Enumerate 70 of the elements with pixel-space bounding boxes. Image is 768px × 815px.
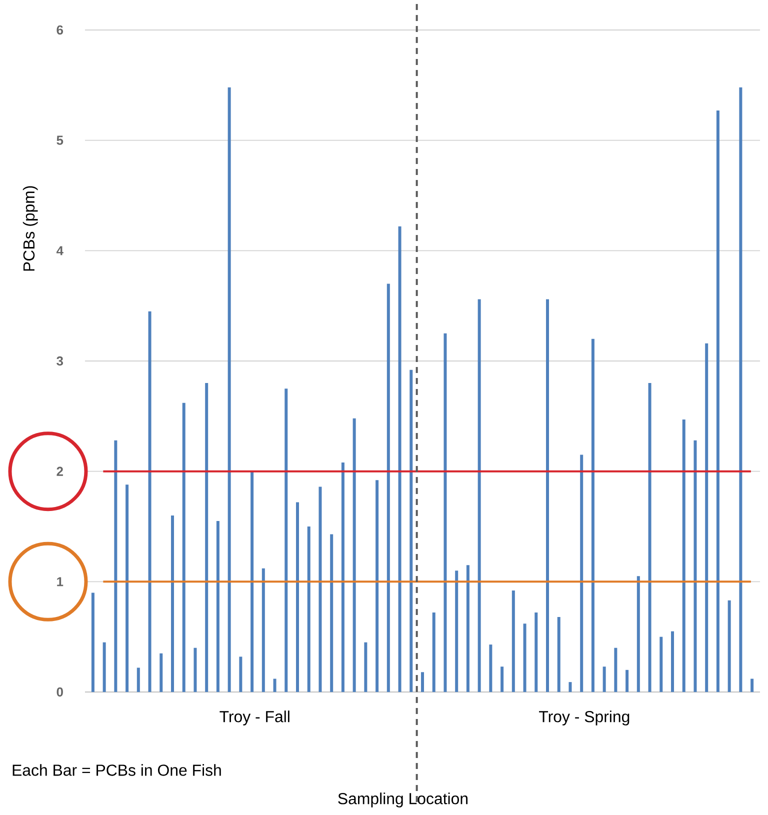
bar	[352, 418, 356, 692]
bar	[523, 624, 526, 692]
bar	[739, 87, 742, 692]
y-tick-label: 5	[56, 136, 64, 145]
bar	[410, 370, 413, 692]
bar	[421, 672, 424, 692]
bar	[580, 454, 584, 692]
bar	[512, 590, 515, 692]
bar	[376, 480, 379, 692]
bar	[534, 612, 538, 692]
bar	[273, 678, 276, 692]
bar	[478, 299, 481, 692]
bar	[114, 440, 118, 692]
text: Troy - Spring	[539, 710, 630, 726]
bar	[568, 682, 572, 692]
text: Troy - Fall	[220, 710, 290, 726]
bar	[455, 570, 458, 692]
y-tick-label: 6	[56, 25, 64, 35]
bar	[296, 502, 299, 692]
bar	[364, 642, 368, 692]
bar	[750, 678, 754, 692]
bar	[250, 471, 254, 692]
bar	[398, 226, 402, 692]
bar	[626, 670, 629, 692]
bar	[602, 666, 606, 692]
bar	[182, 402, 186, 692]
bar	[228, 87, 231, 692]
y-tick-label: 3	[56, 356, 64, 366]
y-tick-label: 2	[56, 466, 63, 476]
bar	[557, 616, 560, 692]
bar	[307, 526, 310, 692]
bar	[660, 636, 663, 692]
bar	[591, 338, 594, 692]
bar	[636, 576, 640, 692]
bar	[318, 486, 322, 692]
bar	[466, 565, 470, 692]
bar	[102, 642, 106, 692]
bar	[330, 534, 334, 692]
bar	[148, 311, 152, 692]
y-tick-label: 1	[57, 577, 64, 586]
bar	[205, 383, 208, 692]
bar	[614, 648, 618, 692]
y-tick-label: 0	[56, 687, 63, 697]
bar	[239, 656, 242, 692]
bar	[728, 600, 731, 692]
bar	[671, 631, 674, 692]
bar	[716, 110, 720, 692]
bar	[500, 666, 504, 692]
bar	[91, 592, 94, 692]
bar	[284, 388, 288, 692]
bar	[705, 343, 708, 692]
bar	[341, 462, 344, 692]
text: Each Bar = PCBs in One Fish	[12, 764, 221, 776]
bar	[648, 383, 652, 692]
bar	[216, 520, 220, 692]
bar	[194, 648, 197, 692]
bar	[489, 644, 492, 692]
y-axis-title: PCBs (ppm)	[22, 186, 38, 271]
bar	[386, 284, 390, 692]
bar	[160, 653, 163, 692]
bar	[546, 299, 550, 692]
bar	[432, 612, 436, 692]
bar	[262, 568, 265, 692]
bar	[171, 515, 174, 692]
bar	[126, 484, 129, 692]
bar	[682, 419, 686, 692]
y-tick-label: 4	[56, 246, 64, 256]
bar	[694, 440, 697, 692]
bar	[444, 333, 447, 692]
bar	[136, 668, 140, 692]
